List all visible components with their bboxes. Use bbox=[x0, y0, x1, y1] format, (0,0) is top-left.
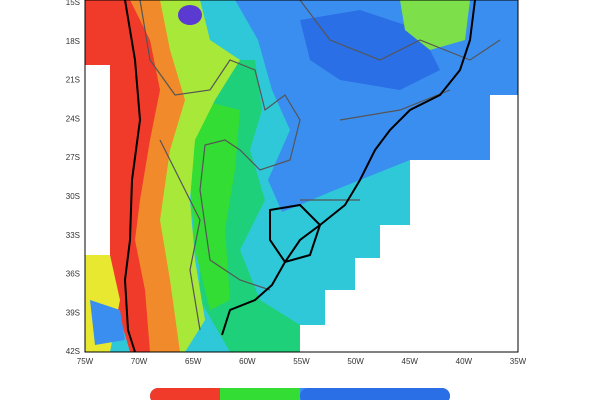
lat-label: 15S bbox=[66, 0, 80, 7]
lat-label: 18S bbox=[66, 37, 80, 46]
lat-label: 42S bbox=[66, 347, 80, 356]
lon-label: 40W bbox=[456, 357, 473, 366]
colorbar-part bbox=[220, 388, 300, 400]
lon-label: 60W bbox=[239, 357, 256, 366]
lon-label: 45W bbox=[402, 357, 419, 366]
lat-label: 30S bbox=[66, 192, 80, 201]
lon-label: 50W bbox=[347, 357, 364, 366]
lat-label: 36S bbox=[66, 270, 80, 279]
lon-label: 70W bbox=[131, 357, 148, 366]
lat-label: 33S bbox=[66, 231, 80, 240]
lon-label: 75W bbox=[77, 357, 94, 366]
map-frame bbox=[84, 0, 519, 353]
lat-label: 21S bbox=[66, 76, 80, 85]
lat-label: 27S bbox=[66, 153, 80, 162]
lat-label: 24S bbox=[66, 114, 80, 123]
lat-label: 39S bbox=[66, 308, 80, 317]
lon-label: 65W bbox=[185, 357, 202, 366]
coastline bbox=[123, 0, 476, 353]
borders bbox=[139, 0, 501, 331]
colorbar-part bbox=[300, 388, 450, 400]
lon-label: 35W bbox=[510, 357, 527, 366]
lon-label: 55W bbox=[293, 357, 310, 366]
